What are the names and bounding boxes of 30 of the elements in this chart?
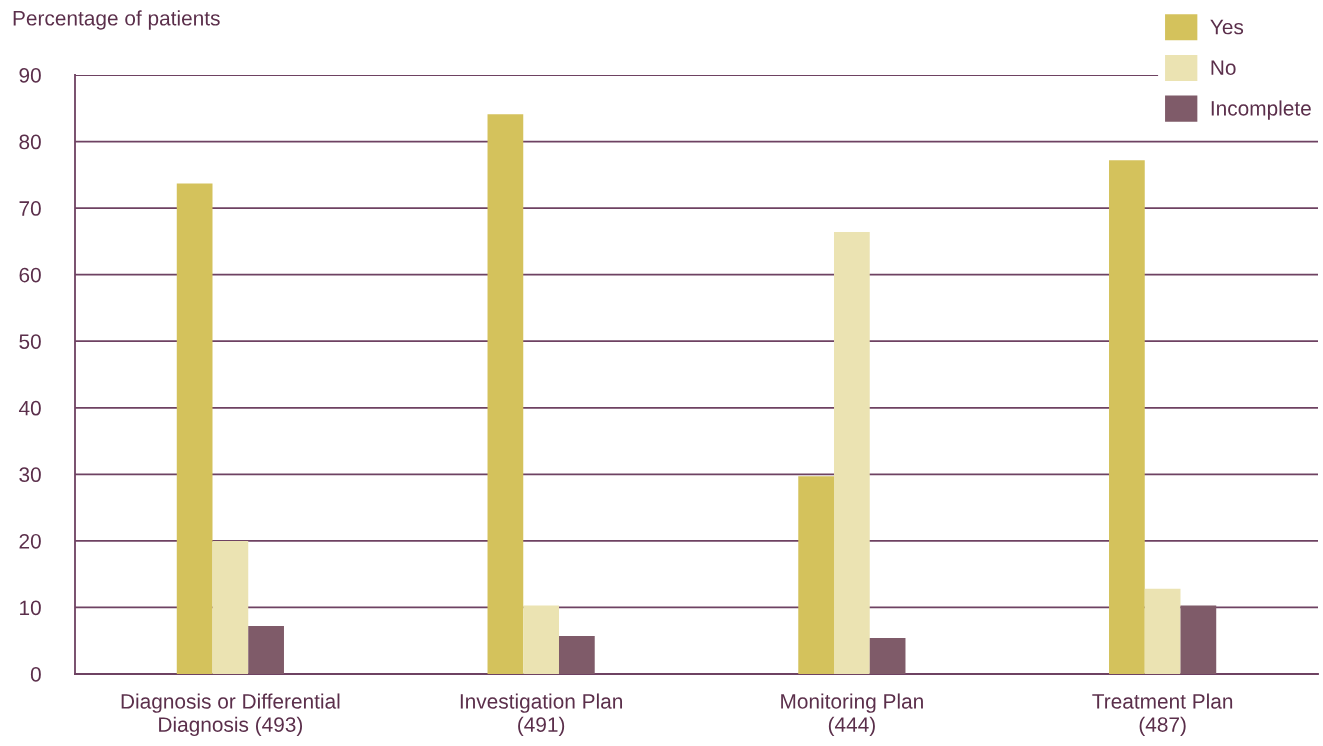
bar	[869, 638, 906, 674]
y-tick-label: 70	[19, 201, 41, 216]
bar	[176, 183, 213, 674]
x-tick-label: Investigation Plan (491)	[460, 693, 623, 737]
legend-label: Yes	[1210, 19, 1244, 35]
bar	[798, 476, 835, 674]
bar	[1109, 160, 1145, 674]
bar	[212, 540, 249, 674]
legend-label: No	[1211, 60, 1236, 76]
y-axis-title: Percentage of patients	[13, 10, 220, 30]
y-tick-label: 40	[18, 400, 41, 416]
y-tick-label: 10	[20, 600, 41, 616]
bar	[487, 114, 524, 674]
y-tick-label: 90	[19, 68, 41, 83]
y-tick-label: 30	[19, 467, 41, 483]
y-tick-label: 80	[19, 134, 41, 150]
y-tick-label: 20	[19, 533, 41, 549]
bar	[523, 605, 559, 674]
bar	[834, 232, 870, 674]
x-tick-label: Monitoring Plan (444)	[781, 693, 923, 737]
x-tick-label: Treatment Plan (487)	[1092, 693, 1233, 737]
x-tick-label: Diagnosis or Differential Diagnosis (493)	[121, 693, 340, 737]
y-tick-label: 50	[19, 334, 41, 349]
legend-label: Incomplete	[1211, 100, 1311, 120]
bar	[558, 636, 595, 674]
y-tick-label: 0	[30, 667, 41, 682]
bar	[248, 626, 284, 674]
bar	[1144, 588, 1181, 674]
y-tick-label: 60	[19, 267, 41, 283]
bar	[1180, 605, 1217, 674]
